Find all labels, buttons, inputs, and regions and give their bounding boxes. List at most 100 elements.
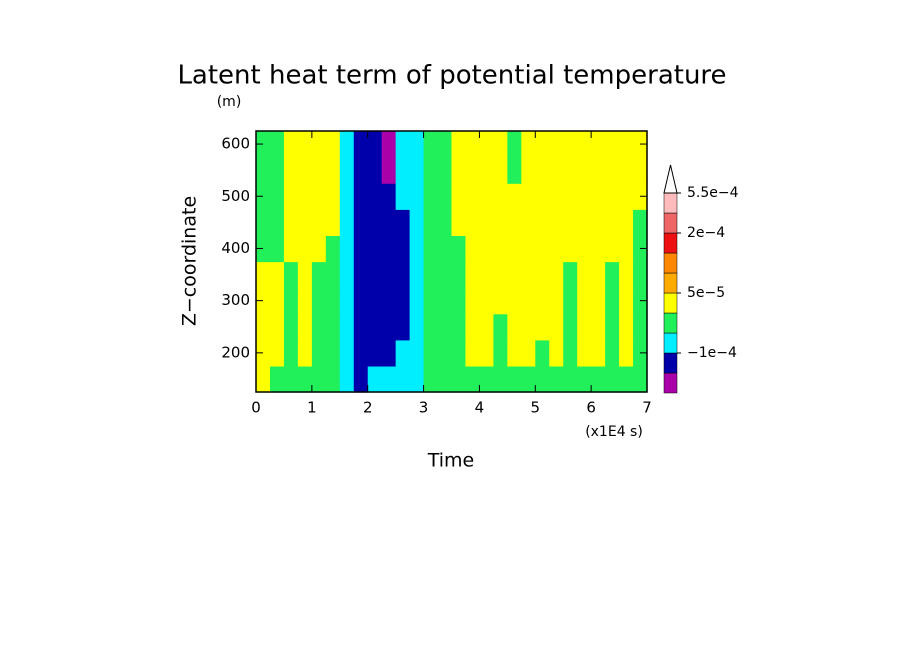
contour-cell: [563, 157, 578, 184]
contour-cell: [423, 209, 439, 236]
contour-cell: [563, 339, 578, 367]
contour-cell: [465, 287, 481, 315]
contour-cell: [367, 235, 383, 263]
contour-cell: [297, 235, 313, 263]
contour-cell: [311, 365, 327, 393]
contour-cell: [591, 183, 606, 210]
contour-cell: [479, 235, 494, 263]
contour-cell: [297, 313, 313, 341]
contour-cell: [283, 365, 299, 393]
contour-cell: [256, 209, 271, 236]
contour-cell: [311, 131, 327, 158]
contour-cell: [633, 209, 648, 236]
contour-cell: [437, 235, 453, 263]
contour-cell: [451, 287, 467, 315]
contour-cell: [311, 261, 327, 289]
contour-cell: [605, 365, 620, 393]
contour-cell: [549, 183, 564, 210]
contour-cell: [507, 157, 522, 184]
contour-cell: [325, 287, 341, 315]
contour-cell: [437, 287, 453, 315]
contour-cell: [367, 183, 383, 210]
contour-cell: [256, 131, 271, 158]
contour-cell: [339, 339, 355, 367]
contour-cell: [423, 365, 439, 393]
contour-cell: [605, 235, 620, 263]
x-axis-label: Time: [427, 450, 475, 472]
colorbar-segment: [663, 312, 678, 334]
contour-cell: [353, 157, 369, 184]
contour-cell: [283, 209, 299, 236]
contour-cell: [325, 313, 341, 341]
contour-cell: [409, 235, 425, 263]
contour-cell: [479, 131, 494, 158]
contour-cell: [353, 365, 369, 393]
contour-cell: [311, 287, 327, 315]
contour-cell: [409, 365, 425, 393]
contour-cell: [395, 339, 411, 367]
contour-cell: [256, 183, 271, 210]
contour-cell: [395, 235, 411, 263]
contour-cell: [451, 261, 467, 289]
contour-cell: [591, 287, 606, 315]
contour-cell: [577, 183, 592, 210]
colorbar-label: −1e−4: [687, 345, 737, 361]
contour-cell: [339, 235, 355, 263]
contour-cell: [451, 183, 467, 210]
contour-cell: [395, 313, 411, 341]
contour-cell: [507, 131, 522, 158]
contour-cell: [367, 339, 383, 367]
x-tick-label: 1: [307, 399, 317, 417]
contour-cell: [423, 261, 439, 289]
contour-cell: [437, 131, 453, 158]
contour-cell: [409, 313, 425, 341]
contour-cell: [507, 365, 522, 393]
contour-cell: [367, 365, 383, 393]
contour-cell: [423, 235, 439, 263]
contour-cell: [619, 209, 634, 236]
contour-cell: [256, 313, 271, 341]
contour-cell: [423, 287, 439, 315]
contour-cell: [563, 313, 578, 341]
contour-cell: [521, 157, 536, 184]
contour-cell: [591, 365, 606, 393]
contour-cell: [479, 261, 494, 289]
contour-cell: [619, 365, 634, 393]
contour-cell: [353, 313, 369, 341]
contour-cell: [339, 313, 355, 341]
contour-cell: [297, 157, 313, 184]
contour-cell: [479, 209, 494, 236]
colorbar-segment: [663, 252, 678, 274]
contour-cell: [437, 209, 453, 236]
contour-cell: [283, 339, 299, 367]
contour-cell: [409, 131, 425, 158]
contour-cell: [535, 313, 550, 341]
contour-cell: [521, 365, 536, 393]
contour-cell: [563, 235, 578, 263]
contour-cell: [577, 131, 592, 158]
contour-cell: [311, 183, 327, 210]
contour-cell: [535, 183, 550, 210]
contour-cell: [325, 339, 341, 367]
contour-cell: [256, 261, 271, 289]
contour-cell: [549, 131, 564, 158]
contour-cell: [283, 313, 299, 341]
contour-cell: [395, 261, 411, 289]
contour-cell: [479, 287, 494, 315]
colorbar-label: 5.5e−4: [687, 185, 739, 201]
contour-cell: [605, 209, 620, 236]
contour-cell: [549, 261, 564, 289]
contour-cell: [269, 313, 285, 341]
contour-cell: [395, 287, 411, 315]
y-tick-label: 500: [221, 187, 250, 205]
y-axis-label: Z−coordinate: [179, 196, 201, 326]
contour-cell: [395, 183, 411, 210]
contour-cell: [535, 157, 550, 184]
contour-cell: [633, 313, 648, 341]
contour-cell: [493, 287, 508, 315]
contour-cell: [619, 287, 634, 315]
contour-cell: [577, 287, 592, 315]
contour-cell: [283, 287, 299, 315]
contour-cell: [591, 261, 606, 289]
contour-cell: [563, 209, 578, 236]
